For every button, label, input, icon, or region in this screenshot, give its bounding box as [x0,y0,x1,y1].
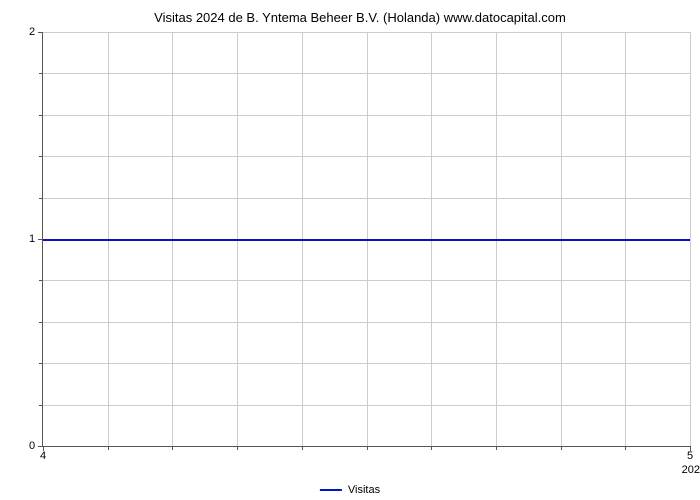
x-minor-tick [172,446,173,450]
y-minor-tick [39,115,43,116]
x-minor-tick [625,446,626,450]
y-minor-tick [39,280,43,281]
x-minor-tick [237,446,238,450]
y-minor-tick [39,73,43,74]
legend-swatch [320,489,342,491]
y-minor-tick [39,322,43,323]
legend: Visitas [320,484,380,496]
chart-title: Visitas 2024 de B. Yntema Beheer B.V. (H… [30,10,690,25]
y-minor-tick [39,405,43,406]
x-minor-tick [496,446,497,450]
y-tick-label: 2 [29,26,35,38]
x-minor-tick [302,446,303,450]
x-secondary-label: 202 [682,464,700,476]
y-tick-label: 1 [29,233,35,245]
y-major-tick [38,239,43,240]
x-minor-tick [431,446,432,450]
series-line-visitas [43,239,690,241]
legend-label: Visitas [348,484,380,496]
x-minor-tick [367,446,368,450]
y-tick-label: 0 [29,440,35,452]
x-minor-tick [108,446,109,450]
y-major-tick [38,32,43,33]
x-tick-label: 5 [687,450,693,462]
plot-area: 2 1 0 4 5 202 [42,32,690,447]
y-minor-tick [39,156,43,157]
y-minor-tick [39,198,43,199]
grid-line-v [690,32,691,446]
y-minor-tick [39,363,43,364]
x-tick-label: 4 [40,450,46,462]
chart-container: Visitas 2024 de B. Yntema Beheer B.V. (H… [30,10,690,490]
x-minor-tick [561,446,562,450]
